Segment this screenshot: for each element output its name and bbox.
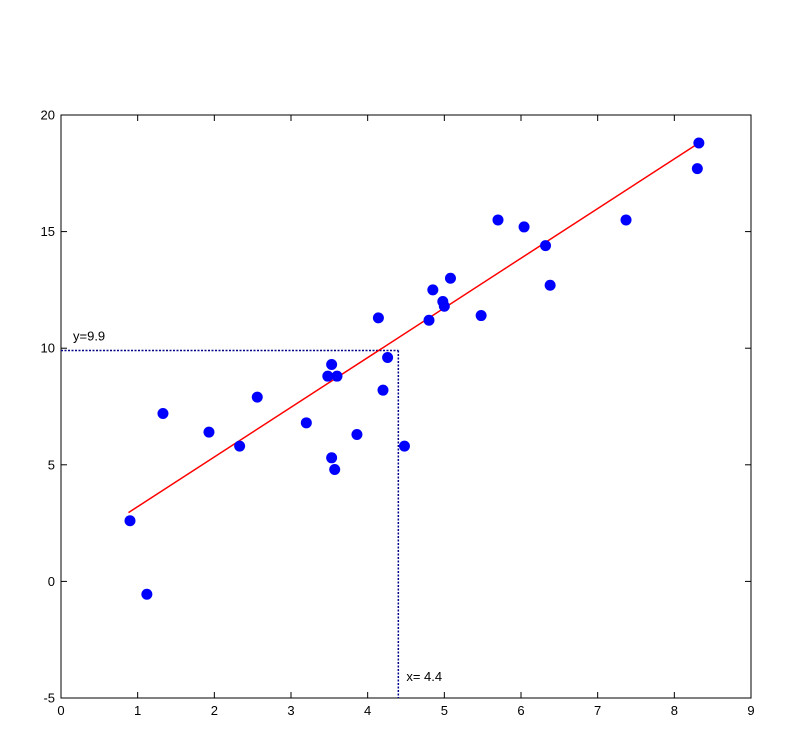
plot-frame xyxy=(60,114,752,699)
data-point xyxy=(141,588,153,600)
data-point xyxy=(492,214,504,226)
data-point xyxy=(124,515,136,527)
x-tick-label: 3 xyxy=(287,703,294,718)
data-point xyxy=(544,279,556,291)
y-tick-label: 5 xyxy=(48,457,55,472)
data-point xyxy=(518,221,530,233)
x-tick-label: 0 xyxy=(57,703,64,718)
data-point xyxy=(326,359,338,371)
data-point xyxy=(300,417,312,429)
x-tick-label: 1 xyxy=(134,703,141,718)
x-tick-label: 6 xyxy=(517,703,524,718)
data-point xyxy=(329,463,341,475)
x-tick-label: 4 xyxy=(364,703,371,718)
x-tick-label: 9 xyxy=(747,703,754,718)
data-point xyxy=(203,426,215,438)
data-point xyxy=(427,284,439,296)
data-point xyxy=(398,440,410,452)
y-tick-label: 15 xyxy=(41,224,55,239)
data-point xyxy=(234,440,246,452)
data-point xyxy=(444,272,456,284)
x-tick-label: 5 xyxy=(441,703,448,718)
data-point xyxy=(322,370,334,382)
x-tick-label: 8 xyxy=(671,703,678,718)
data-point xyxy=(382,352,394,364)
x-tick-label: 2 xyxy=(211,703,218,718)
data-point xyxy=(326,452,338,464)
x-value-annotation: x= 4.4 xyxy=(406,669,442,684)
y-tick-label: -5 xyxy=(43,691,55,706)
data-point xyxy=(372,312,384,324)
data-point xyxy=(331,370,343,382)
data-point xyxy=(251,391,263,403)
data-point xyxy=(157,407,169,419)
y-tick-label: 0 xyxy=(48,574,55,589)
axes-frame xyxy=(60,114,752,699)
data-point xyxy=(540,240,552,252)
y-value-annotation: y=9.9 xyxy=(73,329,105,344)
fit-line-layer xyxy=(128,142,700,514)
data-points xyxy=(124,137,705,600)
data-point xyxy=(351,428,363,440)
data-point xyxy=(423,314,435,326)
data-point xyxy=(693,137,705,149)
data-point xyxy=(691,163,703,175)
annotations: y=9.9 x= 4.4 xyxy=(73,329,442,684)
y-tick-label: 20 xyxy=(41,108,55,123)
data-point xyxy=(620,214,632,226)
guide-lines xyxy=(61,349,400,698)
y-tick-label: 10 xyxy=(41,341,55,356)
data-point xyxy=(377,384,389,396)
regression-line xyxy=(128,142,700,514)
data-point xyxy=(475,310,487,322)
data-point xyxy=(438,300,450,312)
x-tick-label: 7 xyxy=(594,703,601,718)
